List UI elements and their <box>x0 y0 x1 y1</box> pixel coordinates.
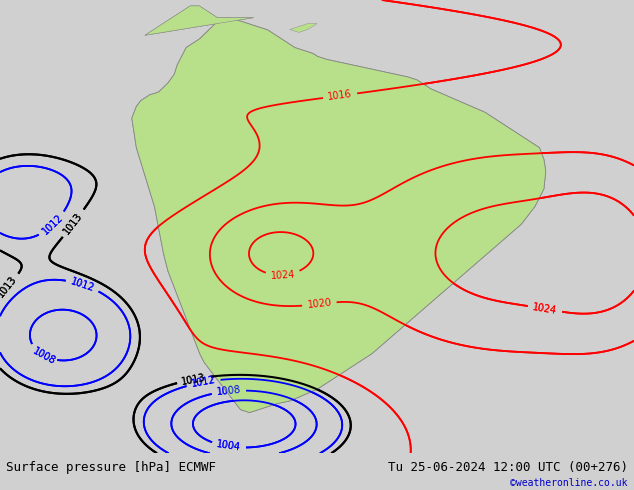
Polygon shape <box>145 6 254 35</box>
Text: 1016: 1016 <box>327 89 353 102</box>
Text: 1012: 1012 <box>190 375 216 390</box>
Text: 1013: 1013 <box>62 211 85 236</box>
Text: 1012: 1012 <box>41 213 65 237</box>
Text: 1024: 1024 <box>532 302 558 316</box>
Text: 1012: 1012 <box>69 276 96 294</box>
Text: 1004: 1004 <box>216 440 242 453</box>
Text: 1024: 1024 <box>532 302 558 316</box>
Text: 1008: 1008 <box>31 345 57 366</box>
Text: 1008: 1008 <box>216 385 242 397</box>
Text: 1012: 1012 <box>69 276 96 294</box>
Text: 1012: 1012 <box>41 213 65 237</box>
Text: 1012: 1012 <box>190 375 216 390</box>
Text: 1024: 1024 <box>270 269 295 281</box>
Text: 1013: 1013 <box>181 372 207 387</box>
Polygon shape <box>290 24 317 32</box>
Text: 1016: 1016 <box>327 89 353 102</box>
Text: 1020: 1020 <box>307 298 332 310</box>
Polygon shape <box>145 6 254 35</box>
Text: 1013: 1013 <box>62 211 85 236</box>
Text: 1013: 1013 <box>0 274 19 300</box>
Text: Surface pressure [hPa] ECMWF: Surface pressure [hPa] ECMWF <box>6 462 216 474</box>
Text: 1008: 1008 <box>31 345 57 366</box>
Text: 1004: 1004 <box>216 440 242 453</box>
Text: 1024: 1024 <box>270 269 295 281</box>
Text: ©weatheronline.co.uk: ©weatheronline.co.uk <box>510 478 628 488</box>
Text: Tu 25-06-2024 12:00 UTC (00+276): Tu 25-06-2024 12:00 UTC (00+276) <box>387 462 628 474</box>
Text: 1013: 1013 <box>0 274 19 300</box>
Text: 1008: 1008 <box>216 385 242 397</box>
Text: 1013: 1013 <box>181 372 207 387</box>
Text: 1020: 1020 <box>307 298 332 310</box>
